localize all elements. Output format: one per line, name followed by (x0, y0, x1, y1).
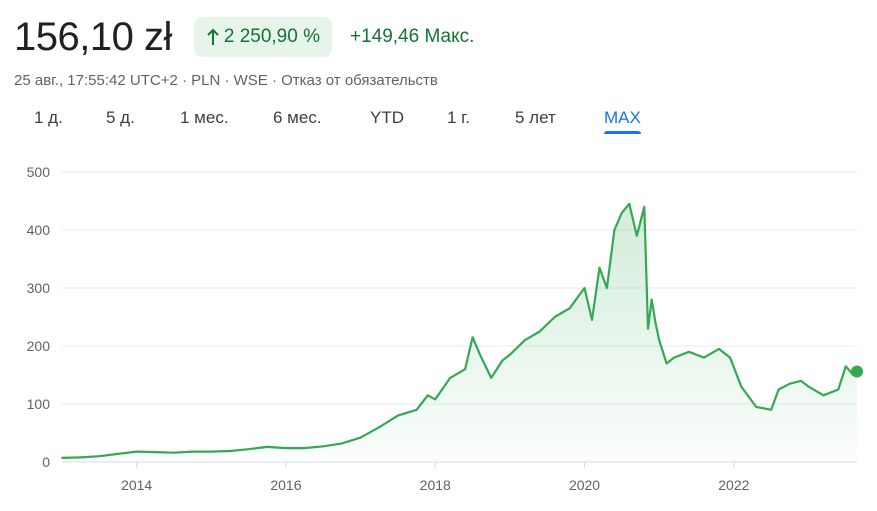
price-point (229, 450, 231, 452)
price-point (643, 206, 646, 208)
price-point (789, 382, 791, 385)
price-point (303, 447, 306, 449)
tab-ytd[interactable]: YTD (370, 108, 404, 127)
x-tick-label: 2020 (569, 477, 600, 493)
price-point (509, 353, 511, 356)
price-point (703, 356, 705, 359)
price-point (654, 322, 657, 324)
price-point (688, 351, 690, 353)
price-point (598, 266, 601, 269)
price-point (266, 446, 269, 448)
price-point (341, 442, 343, 445)
tab-5d[interactable]: 5 д. (106, 108, 135, 127)
tab-5y[interactable]: 5 лет (515, 108, 556, 127)
price-point (117, 453, 119, 455)
price-point (740, 385, 743, 388)
x-tick-label: 2022 (718, 477, 749, 493)
current-price: 156,10 zł (14, 15, 172, 59)
price-point (490, 377, 493, 379)
change-abs-value: +149,46 (349, 26, 420, 47)
price-point (426, 394, 429, 397)
quote-header: 156,10 zł 2 250,90 % +149,46 Макс. (14, 14, 474, 60)
price-point (464, 368, 466, 370)
quote-meta: 25 авг., 17:55:42 UTC+2 · PLN · WSE · От… (14, 72, 438, 89)
price-area-fill (62, 203, 857, 462)
price-point (613, 229, 616, 231)
tab-max[interactable]: MAX (604, 106, 641, 134)
price-point (591, 319, 593, 321)
price-point (770, 409, 772, 411)
x-tick-label: 2018 (420, 477, 451, 493)
x-tick-label: 2016 (270, 477, 301, 493)
price-point (800, 380, 802, 382)
change-percent-badge: 2 250,90 % (193, 17, 332, 57)
price-point (845, 365, 847, 368)
y-tick-label: 400 (27, 222, 51, 238)
price-chart[interactable]: 0 100 200 300 400 500 2014 2016 2018 2020 2022 (0, 150, 877, 511)
price-point (822, 394, 825, 397)
price-point (650, 298, 653, 301)
price-point (501, 359, 504, 362)
price-point (673, 356, 675, 359)
price-point (777, 388, 780, 391)
price-point (568, 307, 571, 310)
price-point (322, 445, 325, 448)
current-price-dot (851, 365, 863, 378)
price-point (191, 450, 194, 453)
price-point (524, 339, 526, 341)
price-point (665, 362, 668, 365)
price-point (79, 456, 82, 459)
y-tick-label: 0 (42, 454, 50, 470)
change-absolute: +149,46 Макс. (350, 26, 474, 48)
price-point (397, 414, 399, 417)
price-point (471, 336, 474, 339)
price-point (583, 287, 586, 289)
price-point (210, 450, 213, 453)
y-axis-labels: 0 100 200 300 400 500 (27, 164, 51, 470)
arrow-up-icon (207, 28, 219, 45)
x-axis-ticks: 2014 2016 2018 2020 2022 (121, 462, 750, 493)
y-tick-label: 300 (27, 280, 51, 296)
tab-6m[interactable]: 6 мес. (273, 108, 322, 127)
price-point (61, 457, 63, 459)
change-period: Макс. (424, 26, 475, 47)
price-point (415, 409, 418, 411)
chart-gridlines (62, 171, 857, 405)
price-point (135, 450, 138, 453)
price-point (658, 339, 660, 341)
price-point (154, 451, 157, 453)
price-point (606, 287, 608, 289)
price-line (61, 202, 858, 459)
price-point (173, 451, 175, 454)
price-point (285, 447, 287, 449)
x-tick-label: 2014 (121, 477, 152, 493)
price-point (755, 406, 758, 408)
price-point (359, 436, 362, 439)
y-tick-label: 500 (27, 164, 51, 180)
tab-1d[interactable]: 1 д. (34, 108, 63, 127)
price-point (538, 330, 541, 333)
change-percent: 2 250,90 % (223, 26, 320, 47)
price-point (837, 388, 840, 391)
price-point (635, 235, 638, 237)
tab-1m[interactable]: 1 мес. (180, 108, 229, 127)
price-point (449, 377, 451, 379)
price-point (553, 316, 556, 318)
price-point (247, 448, 250, 451)
price-point (647, 327, 649, 330)
price-point (434, 398, 437, 401)
y-tick-label: 100 (27, 396, 51, 412)
price-point (621, 211, 623, 214)
price-point (479, 353, 481, 356)
y-tick-label: 200 (27, 338, 51, 354)
price-point (807, 385, 810, 388)
price-point (718, 348, 720, 350)
price-point (378, 426, 381, 429)
price-point (628, 203, 631, 205)
price-point (729, 356, 731, 359)
price-point (98, 455, 101, 458)
tab-1y[interactable]: 1 г. (447, 108, 471, 127)
